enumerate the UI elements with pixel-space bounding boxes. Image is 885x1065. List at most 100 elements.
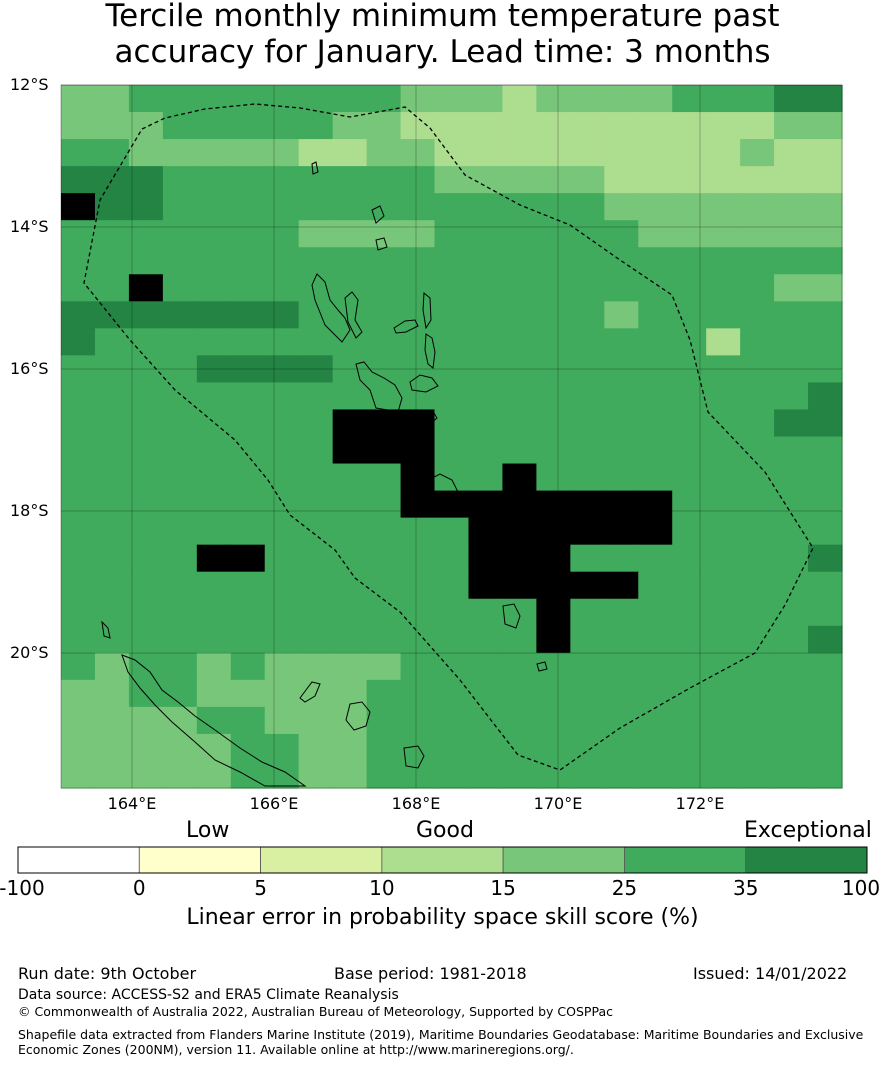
grid-cell bbox=[61, 490, 96, 519]
colorbar-tick-label: 10 bbox=[369, 876, 395, 900]
grid-cell bbox=[672, 328, 707, 356]
island-torres bbox=[311, 161, 319, 175]
grid-cell bbox=[298, 112, 334, 140]
grid-cell bbox=[706, 274, 741, 302]
grid-cell bbox=[808, 436, 843, 465]
grid-cell bbox=[706, 679, 741, 708]
island-aneityum bbox=[536, 661, 548, 672]
grid-cell bbox=[604, 139, 639, 167]
category-good: Good bbox=[416, 818, 474, 843]
lat-label: 12°S bbox=[10, 75, 49, 94]
grid-cell bbox=[536, 220, 571, 248]
grid-cell bbox=[536, 355, 571, 384]
grid-cell bbox=[638, 517, 673, 546]
grid-cell bbox=[604, 193, 639, 221]
grid-cell bbox=[196, 274, 232, 302]
grid-cell bbox=[162, 652, 198, 681]
grid-cell bbox=[162, 220, 198, 248]
grid-cell bbox=[128, 247, 164, 275]
grid-cell bbox=[196, 463, 232, 492]
grid-cell bbox=[400, 382, 436, 411]
grid-cell bbox=[706, 544, 741, 573]
grid-cell bbox=[638, 301, 673, 329]
grid-cell bbox=[502, 139, 537, 167]
grid-cell bbox=[264, 733, 300, 762]
grid-cell bbox=[468, 166, 504, 194]
grid-cell bbox=[774, 760, 809, 789]
grid-cell bbox=[298, 571, 334, 600]
grid-cell bbox=[502, 760, 537, 789]
colorbar-tick-label: 0 bbox=[132, 876, 146, 900]
grid-cell bbox=[94, 760, 130, 789]
grid-cell bbox=[162, 436, 198, 465]
grid-cell bbox=[196, 301, 232, 329]
colorbar-tick-label: 35 bbox=[732, 876, 759, 900]
grid-cell bbox=[332, 193, 368, 221]
island-ambae bbox=[393, 319, 419, 334]
grid-cell bbox=[502, 112, 537, 140]
grid-cell bbox=[740, 220, 775, 248]
copyright: © Commonwealth of Australia 2022, Austra… bbox=[18, 1004, 613, 1019]
grid-cell bbox=[706, 382, 741, 411]
grid-cell bbox=[536, 463, 571, 492]
grid-cell bbox=[61, 139, 96, 167]
colorbar-tick-label: 25 bbox=[611, 876, 638, 900]
grid-cell bbox=[774, 355, 809, 384]
grid-cell bbox=[128, 301, 164, 329]
grid-cell bbox=[774, 517, 809, 546]
grid-cell bbox=[604, 625, 639, 654]
grid-cell bbox=[94, 490, 130, 519]
grid-cell bbox=[672, 733, 707, 762]
grid-cell bbox=[434, 85, 470, 113]
grid-cell bbox=[434, 652, 470, 681]
grid-cell bbox=[570, 517, 605, 546]
grid-cell bbox=[672, 598, 707, 627]
grid-cell bbox=[94, 247, 130, 275]
grid-cell bbox=[61, 760, 96, 789]
grid-cell bbox=[808, 166, 843, 194]
lat-label: 16°S bbox=[10, 359, 49, 379]
grid-cell bbox=[162, 517, 198, 546]
grid-cell bbox=[230, 436, 266, 465]
grid-cell bbox=[230, 760, 266, 789]
grid-cell bbox=[468, 733, 504, 762]
grid-cell bbox=[196, 490, 232, 519]
grid-cell bbox=[570, 193, 605, 221]
grid-cell bbox=[94, 652, 130, 681]
grid-cell bbox=[61, 247, 96, 275]
grid-cell bbox=[536, 544, 571, 573]
grid-cell bbox=[468, 436, 504, 465]
grid-cell bbox=[162, 193, 198, 221]
grid-cell bbox=[434, 517, 470, 546]
grid-cell bbox=[434, 679, 470, 708]
island-erromango bbox=[485, 555, 509, 583]
grid-cell bbox=[162, 112, 198, 140]
grid-cell bbox=[128, 490, 164, 519]
grid-cell bbox=[672, 382, 707, 411]
grid-cell bbox=[162, 571, 198, 600]
grid-cell bbox=[740, 679, 775, 708]
grid-cell bbox=[366, 652, 402, 681]
grid-cell bbox=[94, 625, 130, 654]
colorbar-label: Linear error in probability space skill … bbox=[186, 905, 699, 930]
grid-cell bbox=[128, 193, 164, 221]
lon-label: 172°E bbox=[675, 794, 725, 813]
grid-cell bbox=[298, 625, 334, 654]
grid-cell bbox=[332, 760, 368, 789]
grid-cell bbox=[162, 463, 198, 492]
grid-cell bbox=[230, 85, 266, 113]
grid-cell bbox=[94, 706, 130, 735]
island-malekula bbox=[355, 361, 403, 413]
grid-cell bbox=[774, 193, 809, 221]
grid-cell bbox=[298, 544, 334, 573]
grid-cell bbox=[162, 679, 198, 708]
grid-cell bbox=[366, 544, 402, 573]
grid-cell bbox=[740, 436, 775, 465]
grid-cell bbox=[604, 652, 639, 681]
grid-cell bbox=[468, 571, 504, 600]
grid-cell bbox=[536, 301, 571, 329]
grid-cell bbox=[808, 382, 843, 411]
grid-cell bbox=[332, 220, 368, 248]
grid-cell bbox=[264, 571, 300, 600]
grid-cell bbox=[808, 220, 843, 248]
